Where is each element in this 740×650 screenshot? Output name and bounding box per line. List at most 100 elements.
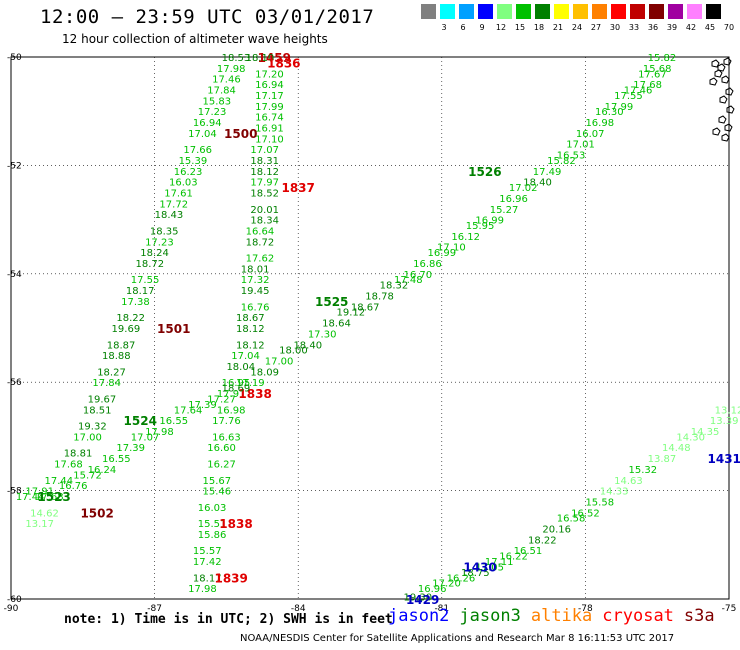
swh-value: 18.12 bbox=[250, 167, 279, 178]
coastline-segment bbox=[717, 63, 726, 72]
legend-label: 6 bbox=[460, 23, 466, 32]
swh-value: 17.00 bbox=[73, 432, 102, 443]
swh-value: 18.40 bbox=[293, 340, 322, 351]
swh-value: 17.20 bbox=[255, 69, 284, 80]
swh-value: 17.91 bbox=[25, 487, 54, 498]
swh-value: 16.27 bbox=[207, 460, 236, 471]
swh-value: 17.17 bbox=[255, 91, 284, 102]
swh-value: 17.38 bbox=[121, 297, 150, 308]
swh-value: 17.76 bbox=[212, 416, 241, 427]
legend-swatch bbox=[497, 4, 512, 19]
swh-value: 16.98 bbox=[585, 118, 614, 129]
swh-value: 17.00 bbox=[265, 357, 294, 368]
swh-value: 19.32 bbox=[78, 422, 107, 433]
swh-value: 17.04 bbox=[231, 351, 260, 362]
swh-value: 16.55 bbox=[159, 416, 188, 427]
swh-value: 20.16 bbox=[542, 525, 571, 536]
swh-value: 18.88 bbox=[102, 351, 131, 362]
coastline-segment bbox=[714, 69, 723, 78]
swh-value: 17.62 bbox=[246, 254, 275, 265]
pass-time-label: 1526 bbox=[468, 165, 501, 179]
swh-value: 17.27 bbox=[207, 394, 236, 405]
swh-value: 16.94 bbox=[255, 80, 284, 91]
swh-value: 17.07 bbox=[250, 145, 279, 156]
swh-value: 18.27 bbox=[97, 367, 126, 378]
swh-value: 16.64 bbox=[246, 226, 275, 237]
footnote: note: 1) Time is in UTC; 2) SWH is in fe… bbox=[64, 612, 393, 627]
legend-label: 39 bbox=[666, 23, 678, 32]
swh-value: 17.46 bbox=[624, 86, 653, 97]
coastline-segment bbox=[724, 123, 733, 132]
swh-value: 16.99 bbox=[427, 248, 456, 259]
legend-label: 45 bbox=[704, 23, 716, 32]
swh-value: 18.32 bbox=[380, 281, 409, 292]
pass-time-label: 1429 bbox=[406, 593, 439, 607]
swh-value: 15.46 bbox=[203, 487, 232, 498]
coastline-segment bbox=[711, 59, 720, 68]
swh-value: 20.01 bbox=[250, 205, 279, 216]
pass-time-label: 1838 bbox=[219, 517, 252, 531]
swh-value: 17.55 bbox=[614, 91, 643, 102]
swh-value: 15.95 bbox=[466, 221, 495, 232]
legend-swatch bbox=[421, 4, 436, 19]
swh-value: 15.67 bbox=[203, 476, 232, 487]
swh-value: 19.30 bbox=[404, 592, 433, 603]
swh-value: 15.82 bbox=[648, 53, 677, 64]
coastline-segment bbox=[709, 77, 718, 86]
swh-value: 17.98 bbox=[145, 427, 174, 438]
y-tick-label: -52 bbox=[7, 161, 22, 171]
y-tick-label: -50 bbox=[7, 53, 22, 63]
x-tick-label: -84 bbox=[291, 604, 306, 614]
coastline-segment bbox=[718, 115, 727, 124]
swh-value: 18.51 bbox=[83, 405, 112, 416]
coastline-segment bbox=[719, 95, 728, 104]
legend-swatch bbox=[516, 4, 531, 19]
swh-value: 18.12 bbox=[236, 324, 265, 335]
legend-swatch bbox=[554, 4, 569, 19]
legend-swatch bbox=[687, 4, 702, 19]
swh-value: 16.53 bbox=[557, 151, 586, 162]
swh-value: 17.91 bbox=[217, 389, 246, 400]
swh-value: 14.30 bbox=[676, 432, 705, 443]
swh-value: 16.96 bbox=[499, 194, 528, 205]
swh-value: 19.12 bbox=[337, 308, 366, 319]
swh-value: 15.57 bbox=[193, 546, 222, 557]
swh-value: 18.72 bbox=[135, 259, 164, 270]
swh-value: 18.75 bbox=[461, 568, 490, 579]
swh-value: 17.19 bbox=[236, 378, 265, 389]
swh-value: 17.97 bbox=[250, 178, 279, 189]
swh-value: 16.03 bbox=[169, 178, 198, 189]
swh-value: 16.52 bbox=[571, 508, 600, 519]
swh-value: 16.55 bbox=[102, 454, 131, 465]
swh-value: 18.09 bbox=[250, 367, 279, 378]
swh-value: 18.53 bbox=[222, 53, 251, 64]
coastline bbox=[709, 57, 735, 142]
swh-value: 18.69 bbox=[222, 384, 251, 395]
swh-value: 17.02 bbox=[509, 183, 538, 194]
legend-swatch bbox=[611, 4, 626, 19]
swh-value: 17.20 bbox=[432, 579, 461, 590]
swh-value: 17.32 bbox=[241, 275, 270, 286]
swh-value: 19.67 bbox=[88, 394, 117, 405]
legend-label: 27 bbox=[590, 23, 602, 32]
pass-time-label: 1459 bbox=[258, 51, 291, 65]
swh-value: 18.10 bbox=[246, 53, 275, 64]
map-frame bbox=[10, 56, 730, 600]
swh-value: 17.42 bbox=[193, 557, 222, 568]
swh-value: 18.81 bbox=[64, 449, 93, 460]
swh-value: 18.67 bbox=[236, 313, 265, 324]
y-tick-label: -60 bbox=[7, 595, 22, 605]
x-tick-label: -81 bbox=[434, 604, 449, 614]
swh-value: 15.82 bbox=[547, 156, 576, 167]
swh-value: 18.35 bbox=[150, 226, 179, 237]
swh-value: 14.48 bbox=[662, 443, 691, 454]
swh-value: 16.86 bbox=[413, 259, 442, 270]
swh-value: 17.39 bbox=[116, 443, 145, 454]
coastline-segment bbox=[721, 75, 730, 84]
swh-value: 17.01 bbox=[566, 140, 595, 151]
swh-value: 18.31 bbox=[250, 156, 279, 167]
pass-time-label: 1839 bbox=[214, 571, 247, 585]
coastline-segment bbox=[725, 87, 734, 96]
pass-time-label: 1838 bbox=[238, 387, 271, 401]
legend-label: 42 bbox=[685, 23, 697, 32]
